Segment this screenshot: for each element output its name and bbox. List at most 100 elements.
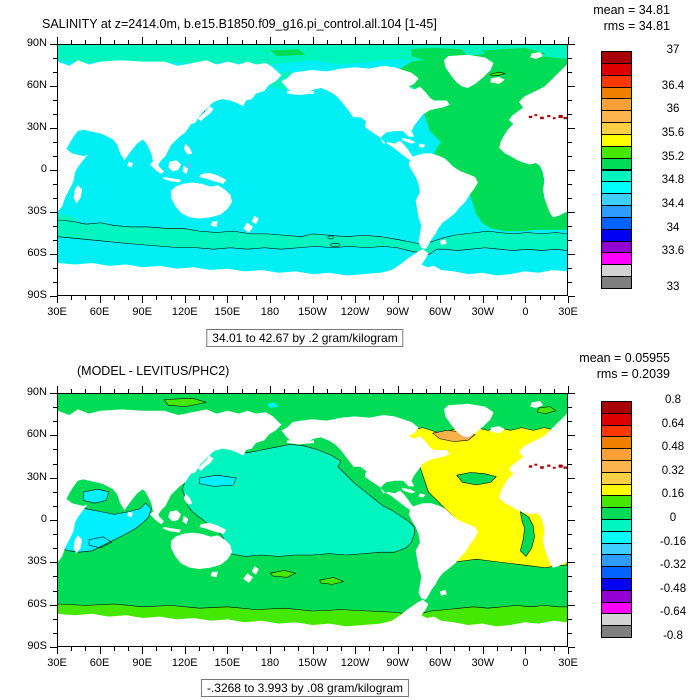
y-tick xyxy=(568,534,572,536)
x-tick xyxy=(497,389,499,393)
y-tick xyxy=(568,114,572,115)
y-tick xyxy=(50,520,57,521)
x-tick xyxy=(113,647,115,651)
x-tick xyxy=(525,296,527,303)
x-tick xyxy=(284,647,286,651)
x-tick xyxy=(326,647,328,651)
x-tick xyxy=(369,389,371,393)
x-tick xyxy=(525,37,527,44)
y-tick xyxy=(53,198,57,199)
x-tick xyxy=(312,37,314,44)
x-tick xyxy=(497,647,499,651)
y-tick xyxy=(50,393,57,394)
x-tick xyxy=(568,37,569,44)
x-tick xyxy=(57,647,58,654)
x-tick xyxy=(269,296,271,303)
panel1-colorbar: 37 36.4 36 35.6 35.2 34.8 34.4 34 33.6 33 xyxy=(601,44,700,293)
x-tick xyxy=(227,37,229,44)
x-tick xyxy=(255,296,257,300)
y-tick-label: 30N xyxy=(26,121,47,133)
x-tick xyxy=(99,647,101,654)
x-tick xyxy=(553,389,555,393)
y-tick xyxy=(53,618,57,620)
colorbar-tick-label: 33 xyxy=(666,281,680,293)
x-tick-label: 90W xyxy=(386,306,409,318)
x-tick-label: 0 xyxy=(522,657,529,669)
y-tick xyxy=(568,632,572,634)
x-tick-label: 30E xyxy=(558,657,578,669)
x-tick xyxy=(213,40,215,44)
x-tick xyxy=(326,296,328,300)
x-tick xyxy=(511,40,513,44)
y-tick xyxy=(568,198,572,199)
x-tick xyxy=(397,647,399,654)
x-tick xyxy=(284,296,286,300)
y-tick xyxy=(53,114,57,115)
x-tick xyxy=(355,296,357,303)
x-tick xyxy=(142,37,144,44)
x-tick xyxy=(497,296,499,300)
x-tick-label: 180 xyxy=(260,306,280,318)
panel2-rms: rms = 0.2039 xyxy=(596,367,670,381)
x-tick xyxy=(383,40,385,44)
x-tick xyxy=(411,647,413,651)
x-tick xyxy=(156,296,158,300)
x-tick xyxy=(340,647,342,651)
y-tick xyxy=(50,170,57,171)
x-tick xyxy=(85,647,87,651)
x-tick xyxy=(127,40,129,44)
x-tick-label: 150E xyxy=(214,657,241,669)
x-tick xyxy=(553,647,555,651)
x-tick-label: 60W xyxy=(428,657,452,669)
x-tick xyxy=(511,296,513,300)
x-tick xyxy=(227,386,229,393)
y-tick-label: 60N xyxy=(26,79,47,91)
panel2-colorbar: 0.8 0.64 0.48 0.32 0.16 0 -0.16 -0.32 -0.48 -0.64… xyxy=(601,394,700,642)
y-tick xyxy=(50,604,57,606)
y-tick xyxy=(50,86,57,87)
y-tick xyxy=(568,296,575,297)
y-tick xyxy=(53,100,57,101)
x-tick xyxy=(85,389,87,393)
x-tick xyxy=(482,37,484,44)
y-tick xyxy=(568,491,572,493)
x-tick xyxy=(355,647,357,654)
colorbar-box xyxy=(601,276,632,289)
y-tick xyxy=(50,647,57,648)
x-tick xyxy=(241,647,243,651)
colorbar-tick-label: 34.8 xyxy=(661,174,685,187)
x-tick xyxy=(99,296,101,303)
x-tick-label: 90E xyxy=(132,657,152,669)
x-tick-label: 120E xyxy=(171,657,198,669)
y-tick xyxy=(568,226,572,227)
y-tick-label: 30S xyxy=(27,555,47,568)
x-tick xyxy=(241,296,243,300)
x-tick xyxy=(213,647,215,651)
y-tick xyxy=(568,463,572,465)
x-tick xyxy=(539,647,541,651)
x-tick xyxy=(397,37,399,44)
x-tick-label: 90W xyxy=(386,657,409,669)
x-tick xyxy=(568,647,569,654)
y-tick xyxy=(568,407,572,409)
y-tick-label: 30S xyxy=(27,205,47,217)
x-tick xyxy=(113,40,115,44)
x-tick xyxy=(497,40,499,44)
x-tick xyxy=(213,389,215,393)
x-tick xyxy=(142,386,144,393)
y-tick xyxy=(50,212,57,213)
colorbar-tick-label: 37 xyxy=(666,44,680,56)
x-tick-label: 150W xyxy=(298,306,327,318)
y-tick xyxy=(568,268,572,269)
y-tick xyxy=(568,44,575,45)
x-tick-label: 150W xyxy=(298,657,327,669)
y-tick xyxy=(568,58,572,59)
x-tick xyxy=(454,40,456,44)
y-tick xyxy=(568,576,572,578)
y-tick xyxy=(568,393,575,394)
x-tick xyxy=(568,296,569,303)
x-tick xyxy=(127,296,129,300)
y-tick xyxy=(568,590,572,592)
x-tick-label: 120W xyxy=(340,657,370,669)
x-tick xyxy=(85,40,87,44)
